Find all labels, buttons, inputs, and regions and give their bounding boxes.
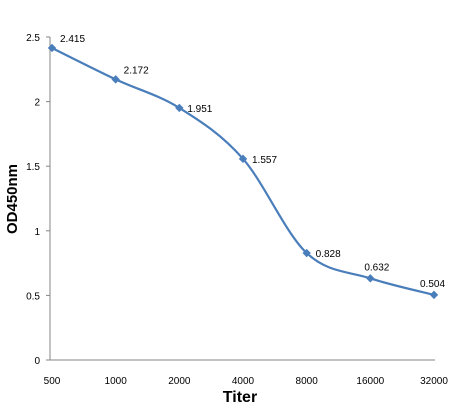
data-point-marker [429, 290, 439, 300]
data-points [47, 43, 439, 300]
data-label: 1.951 [187, 104, 212, 115]
x-tick-label: 16000 [356, 376, 384, 387]
data-label: 1.557 [252, 155, 277, 166]
y-tick-label: 1 [34, 227, 40, 238]
x-tick-labels: 500 1000 2000 4000 8000 16000 32000 [44, 376, 449, 387]
data-point-marker [111, 75, 120, 84]
data-point-marker [302, 248, 311, 258]
y-tick-label: 0 [34, 356, 40, 367]
y-tick-label: 0.5 [26, 291, 40, 302]
data-point-marker [47, 43, 57, 53]
x-tick-label: 4000 [232, 376, 255, 387]
data-point-marker [238, 154, 248, 164]
y-axis-title: OD450nm [4, 164, 21, 234]
x-tick-label: 500 [44, 376, 61, 387]
data-point-marker [175, 103, 184, 113]
x-tick-label: 32000 [420, 376, 448, 387]
data-label: 0.632 [364, 262, 389, 273]
x-axis-title: Titer [223, 389, 257, 406]
axes [49, 37, 435, 361]
y-tick-label: 2.5 [26, 33, 40, 44]
data-point-marker [366, 274, 375, 283]
data-label: 2.172 [124, 65, 149, 76]
y-tick-label: 1.5 [26, 162, 40, 173]
x-tick-label: 2000 [168, 376, 191, 387]
y-tick-labels: 0 0.5 1 1.5 2 2.5 [26, 33, 50, 367]
x-tick-label: 8000 [296, 376, 319, 387]
x-tick-label: 1000 [105, 376, 128, 387]
data-label: 0.504 [420, 279, 445, 290]
y-tick-label: 2 [34, 98, 40, 109]
data-label: 2.415 [60, 34, 85, 45]
data-label: 0.828 [316, 249, 341, 260]
series-line [51, 46, 435, 296]
data-labels: 2.415 2.172 1.951 1.557 0.828 0.632 0.504 [60, 34, 445, 290]
